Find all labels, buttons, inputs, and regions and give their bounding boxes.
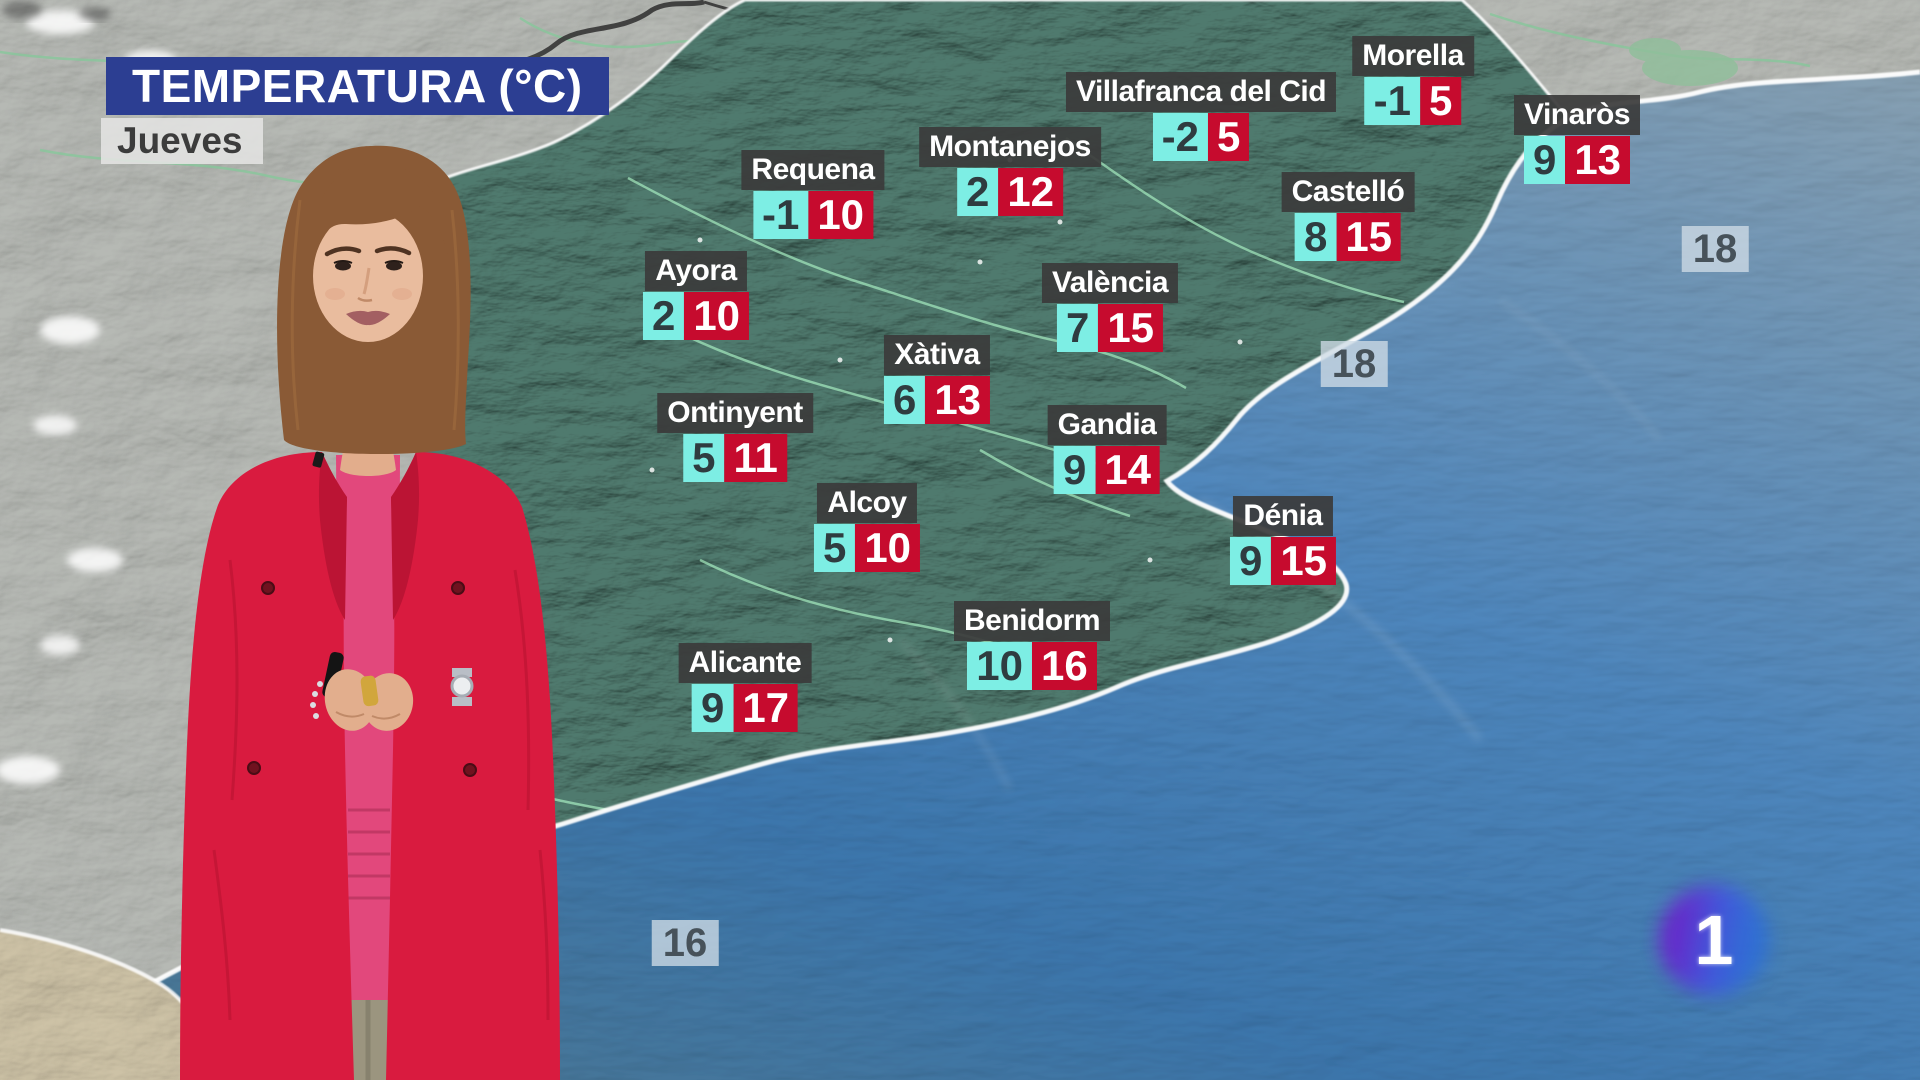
snow-patches: [0, 10, 176, 784]
channel-logo-blob: [1659, 885, 1769, 995]
channel-logo-digit: 1: [1694, 901, 1734, 979]
blazer-buttons: [247, 581, 477, 777]
dark-patches: [2, 1, 111, 21]
coast-land-sw: [0, 930, 217, 1080]
mic-clip: [312, 451, 325, 468]
title-bar: TEMPERATURA (°C): [106, 57, 609, 115]
presenter: [180, 145, 560, 1080]
presenter-top: [336, 455, 400, 1000]
delta-green: [1629, 38, 1738, 86]
channel-logo: 1: [1659, 885, 1769, 995]
watch: [450, 668, 474, 706]
region-valencia: [340, 0, 1568, 892]
bracelet: [310, 681, 323, 719]
sea: [0, 72, 1920, 1080]
day-tag: Jueves: [101, 118, 263, 164]
